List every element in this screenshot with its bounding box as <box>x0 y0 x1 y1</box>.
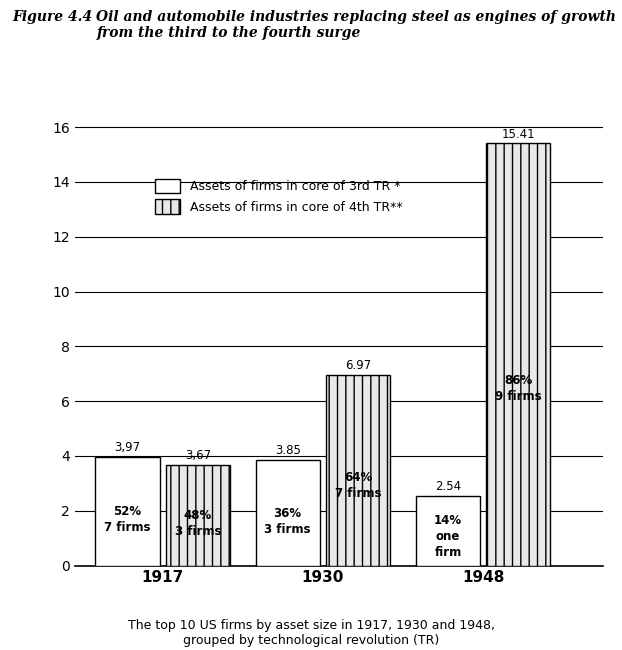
Bar <box>95 457 160 566</box>
Legend: Assets of firms in core of 3rd TR *, Assets of firms in core of 4th TR**: Assets of firms in core of 3rd TR *, Ass… <box>150 174 407 218</box>
Text: 2.54: 2.54 <box>435 480 461 493</box>
Text: 52%
7 firms: 52% 7 firms <box>104 505 151 534</box>
Bar <box>486 143 550 566</box>
Text: The top 10 US firms by asset size in 1917, 1930 and 1948,
grouped by technologic: The top 10 US firms by asset size in 191… <box>128 619 494 647</box>
Text: 3,67: 3,67 <box>185 449 211 462</box>
Text: 48%
3 firms: 48% 3 firms <box>175 509 221 538</box>
Text: 3,97: 3,97 <box>114 441 141 454</box>
Text: Oil and automobile industries replacing steel as engines of growth
from the thir: Oil and automobile industries replacing … <box>96 10 616 40</box>
Text: 6.97: 6.97 <box>345 359 371 372</box>
Bar <box>416 496 480 566</box>
Bar <box>326 374 390 566</box>
Text: 14%
one
firm: 14% one firm <box>434 514 462 559</box>
Text: 86%
9 firms: 86% 9 firms <box>495 374 542 402</box>
Text: 36%
3 firms: 36% 3 firms <box>264 507 311 536</box>
Text: 64%
7 firms: 64% 7 firms <box>335 471 381 500</box>
Text: 15.41: 15.41 <box>501 127 536 140</box>
Bar <box>256 460 320 566</box>
Text: 3.85: 3.85 <box>275 445 300 458</box>
Bar <box>166 465 230 566</box>
Text: Figure 4.4: Figure 4.4 <box>12 10 93 24</box>
